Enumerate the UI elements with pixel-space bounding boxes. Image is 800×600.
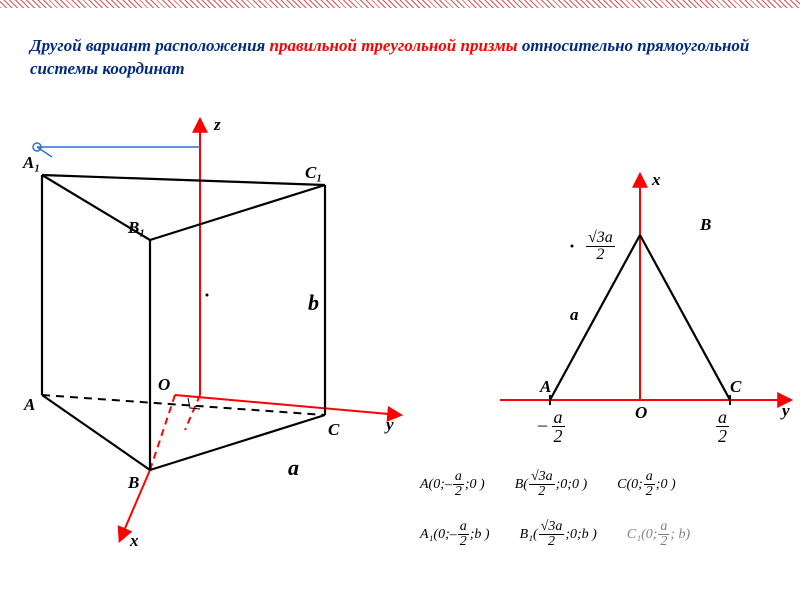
- label-B1: B₁: [127, 218, 145, 237]
- coord-A: A(0;– a2 ;0 ): [420, 470, 485, 499]
- label2d-C: C: [730, 377, 742, 396]
- label2d-y: y: [780, 401, 790, 420]
- prism-solid-edges: [42, 175, 325, 470]
- center-dot: [206, 294, 209, 297]
- label-A1: A₁: [22, 153, 40, 172]
- label-A: A: [23, 395, 35, 414]
- coords-row-1: A(0;– a2 ;0 ) B( √3a2 ;0;0 ) C(0; a2 ;0 …: [420, 470, 676, 499]
- label-O: O: [158, 375, 170, 394]
- label2d-x: x: [651, 170, 661, 189]
- prism-3d: z y x O A B C A₁ B₁ C₁ a b: [22, 115, 400, 550]
- label-B: B: [127, 473, 139, 492]
- x-axis-dashed: [150, 395, 175, 470]
- label-z: z: [213, 115, 221, 134]
- coord-B: B( √3a2 ;0;0 ): [515, 470, 587, 499]
- tick-label-pos-a2: a2: [716, 408, 729, 445]
- dot-height: [571, 245, 574, 248]
- label-b: b: [308, 290, 319, 315]
- label-y: y: [384, 415, 394, 434]
- height-label: √3a2: [586, 230, 615, 263]
- y-axis-solid: [175, 395, 400, 415]
- label-C: C: [328, 420, 340, 439]
- edge-A1-C1: [42, 175, 325, 185]
- projection-marks: [33, 143, 200, 157]
- label2d-O: O: [635, 403, 647, 422]
- coord-B1: B₁( √3a2 ;0;b ): [520, 520, 597, 549]
- tick-label-neg-a2: – a2: [538, 408, 565, 445]
- coords-row-2: A₁(0;– a2 ;b ) B₁( √3a2 ;0;b ) C₁(0; a2 …: [420, 520, 690, 549]
- edge-B1-C1: [150, 185, 325, 240]
- label-C1: C₁: [305, 163, 322, 182]
- coord-A1: A₁(0;– a2 ;b ): [420, 520, 490, 549]
- label2d-A: A: [539, 377, 551, 396]
- neg-sign: –: [538, 415, 552, 435]
- coord-C1: C₁(0; a2 ; b): [627, 520, 690, 549]
- triangle-2d: x y O A C B a: [500, 170, 790, 422]
- coord-C: C(0; a2 ;0 ): [617, 470, 676, 499]
- diagram-stage: z y x O A B C A₁ B₁ C₁ a b x: [0, 0, 800, 600]
- label2d-a: a: [570, 305, 579, 324]
- label2d-B: B: [699, 215, 711, 234]
- label-a: a: [288, 455, 299, 480]
- edge-B-C-2d: [640, 235, 730, 400]
- label-x: x: [129, 531, 139, 550]
- edge-A-B: [42, 395, 150, 470]
- z-axis-dashed-lower: [185, 395, 200, 430]
- triangle-labels: x y O A C B a: [539, 170, 790, 422]
